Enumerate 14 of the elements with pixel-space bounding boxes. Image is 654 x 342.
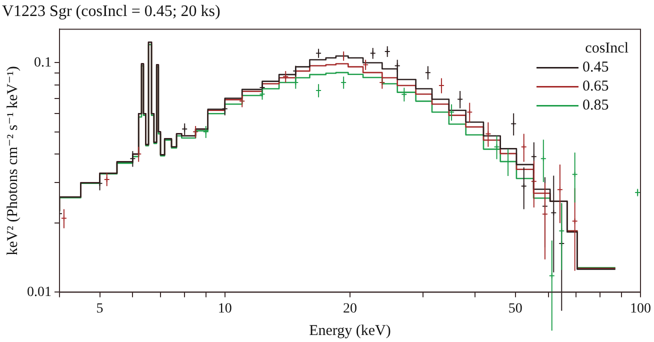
y-axis-title: keV² (Photons cm⁻² s⁻¹ keV⁻¹)	[4, 66, 21, 256]
legend-title: cosIncl	[585, 40, 628, 57]
x-tick-label: 100	[630, 301, 651, 316]
x-tick-label: 5	[96, 301, 104, 316]
legend-label: 0.85	[582, 98, 609, 114]
legend-label: 0.65	[582, 78, 609, 95]
y-tick-label: 0.01	[27, 284, 52, 300]
legend-label: 0.45	[582, 60, 609, 76]
y-tick-label: 0.1	[34, 55, 52, 70]
x-tick-label: 10	[218, 301, 232, 316]
x-tick-label: 50	[508, 301, 522, 316]
x-tick-label: 20	[343, 301, 357, 316]
chart-title: V1223 Sgr (cosIncl = 0.45; 20 ks)	[2, 2, 220, 20]
x-axis-title: Energy (keV)	[309, 322, 391, 339]
